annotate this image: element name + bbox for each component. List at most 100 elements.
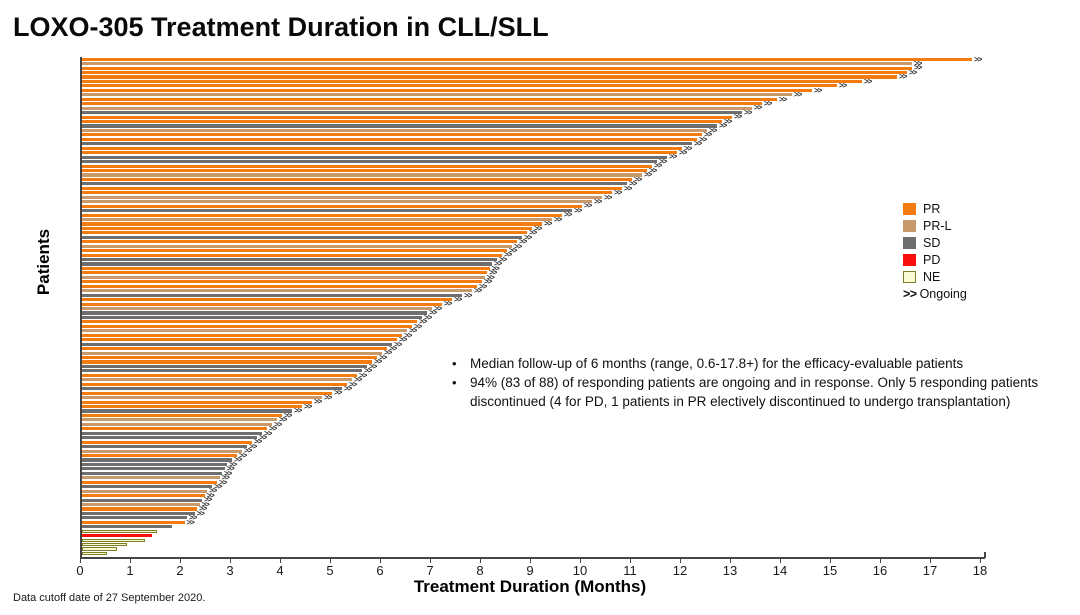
ongoing-marker: >>	[454, 294, 462, 304]
legend-swatch-icon	[903, 202, 916, 215]
x-tick	[130, 557, 131, 563]
duration-bar-pr	[82, 400, 312, 404]
ongoing-marker: >>	[344, 384, 352, 394]
ongoing-marker: >>	[779, 94, 787, 104]
patient-row: >>	[82, 219, 982, 229]
patient-row: >>	[82, 241, 982, 251]
ongoing-marker: >>	[499, 254, 507, 264]
legend-swatch-icon	[903, 219, 916, 232]
ongoing-marker: >>	[543, 219, 552, 229]
bullet-item: • 94% (83 of 88) of responding patients a…	[452, 373, 1060, 411]
duration-bar-pr	[82, 84, 837, 88]
duration-bar-pr-l	[82, 476, 220, 480]
ongoing-marker: >>	[703, 130, 712, 140]
x-axis-label: Treatment Duration (Months)	[413, 577, 647, 596]
x-tick-label: 0	[76, 563, 84, 578]
patient-row: >>	[82, 349, 982, 357]
duration-bar-pr	[82, 453, 237, 458]
patient-row: >>	[82, 397, 982, 407]
patient-row: >>	[82, 281, 982, 291]
patient-row: >>	[82, 300, 982, 308]
duration-bar-pr	[82, 151, 677, 155]
duration-bar-pr	[82, 177, 632, 181]
patient-row: >>	[82, 407, 982, 415]
x-tick-label: 16	[872, 563, 888, 578]
duration-bar-ne	[82, 529, 157, 533]
patient-row: >>	[82, 157, 982, 165]
duration-bar-pr	[82, 266, 490, 271]
x-tick	[230, 557, 231, 563]
patient-row: >>	[82, 331, 982, 339]
duration-bar-pr	[82, 427, 267, 431]
ongoing-marker: >>	[654, 161, 662, 171]
patient-row: >>	[82, 514, 982, 522]
x-tick	[280, 557, 281, 563]
duration-bar-pr	[82, 97, 777, 101]
patient-row: >>	[82, 322, 982, 330]
ongoing-marker: >>	[974, 54, 982, 64]
duration-bar-pr	[82, 360, 372, 364]
legend-label: SD	[923, 235, 941, 250]
ongoing-marker: >>	[514, 241, 522, 251]
patient-row: >>	[82, 233, 982, 241]
duration-bar-pr	[82, 57, 972, 61]
patient-row: >>	[82, 509, 982, 517]
duration-bar-sd	[82, 485, 212, 489]
ongoing-marker: >>	[519, 237, 527, 247]
ongoing-marker: >>	[419, 317, 427, 327]
patient-row: >>	[82, 442, 982, 450]
ongoing-marker: >>	[244, 446, 252, 456]
duration-bar-pr	[82, 191, 612, 195]
legend-swatch-icon	[903, 270, 916, 283]
ongoing-marker: >>	[669, 152, 677, 162]
ongoing-marker: >>	[209, 486, 217, 496]
ongoing-marker: >>	[323, 392, 332, 402]
patient-row: >>	[82, 201, 982, 211]
duration-bar-pr	[82, 119, 722, 124]
duration-bar-pr	[82, 204, 582, 208]
x-tick	[830, 557, 831, 563]
x-tick	[380, 557, 381, 563]
ongoing-marker: >>	[479, 281, 487, 291]
ongoing-marker: >>	[221, 473, 230, 483]
duration-bar-pr-l	[82, 502, 200, 507]
duration-bar-pr	[82, 404, 302, 409]
patient-row: >>	[82, 402, 982, 410]
ongoing-marker: >>	[764, 99, 772, 109]
patient-row: >>	[82, 189, 982, 197]
patient-row: >>	[82, 483, 982, 491]
legend: PR PR-L SD PD NE >> Ongoing	[903, 202, 967, 301]
patient-row: >>	[82, 215, 982, 223]
duration-bar-pr-l	[82, 62, 912, 66]
x-tick	[580, 557, 581, 563]
duration-bar-ne	[82, 538, 145, 542]
legend-label: PD	[923, 252, 941, 267]
ongoing-marker: >>	[584, 201, 592, 211]
patient-row: >>	[82, 246, 982, 254]
patient-row: >>	[82, 425, 982, 433]
duration-bar-pr	[82, 79, 862, 83]
duration-bar-pr	[82, 164, 652, 168]
duration-bar-pr	[82, 347, 387, 351]
duration-bar-pr-l	[82, 128, 707, 132]
x-tick-label: 5	[326, 563, 334, 578]
ongoing-marker: >>	[313, 397, 322, 407]
patient-row: >>	[82, 193, 982, 201]
duration-bar-sd	[82, 498, 202, 502]
ongoing-marker: >>	[429, 308, 437, 318]
duration-bar-pr	[82, 480, 217, 484]
patient-row: >>	[82, 376, 982, 384]
ongoing-marker: >>	[373, 357, 382, 367]
patient-row: >>	[82, 180, 982, 188]
patient-row: >>	[82, 113, 982, 121]
duration-bar-sd	[82, 369, 362, 373]
patient-row: >>	[82, 420, 982, 428]
duration-bar-sd	[82, 467, 225, 471]
duration-bar-pr-l	[82, 244, 512, 248]
ongoing-marker: >>	[694, 139, 702, 149]
ongoing-marker: >>	[198, 504, 207, 514]
patient-row: >>	[82, 68, 982, 76]
patient-row: >>	[82, 117, 982, 125]
duration-bar-pr	[82, 213, 562, 217]
duration-bar-sd	[82, 262, 492, 266]
